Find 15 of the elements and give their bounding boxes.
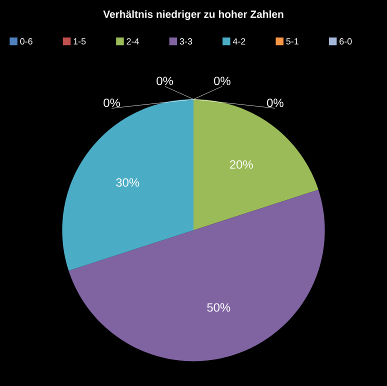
data-label: 20% bbox=[230, 160, 253, 169]
legend-label: 1-5 bbox=[74, 38, 86, 44]
legend-label: 6-0 bbox=[340, 38, 352, 45]
text: 0% bbox=[104, 98, 120, 108]
legend-label: 4-2 bbox=[232, 38, 246, 44]
text: 0% bbox=[214, 76, 230, 86]
legend-label: 3-3 bbox=[180, 38, 192, 45]
data-label: 30% bbox=[116, 178, 140, 187]
legend-label: 5-1 bbox=[286, 38, 298, 44]
data-label: 50% bbox=[207, 303, 230, 312]
text: 0% bbox=[267, 98, 284, 108]
text: 0% bbox=[156, 76, 174, 86]
legend-label: 0-6 bbox=[20, 38, 32, 45]
legend-label: 2-4 bbox=[126, 38, 139, 44]
chart-title: Verhältnis niedriger zu hoher Zahlen bbox=[103, 10, 284, 20]
